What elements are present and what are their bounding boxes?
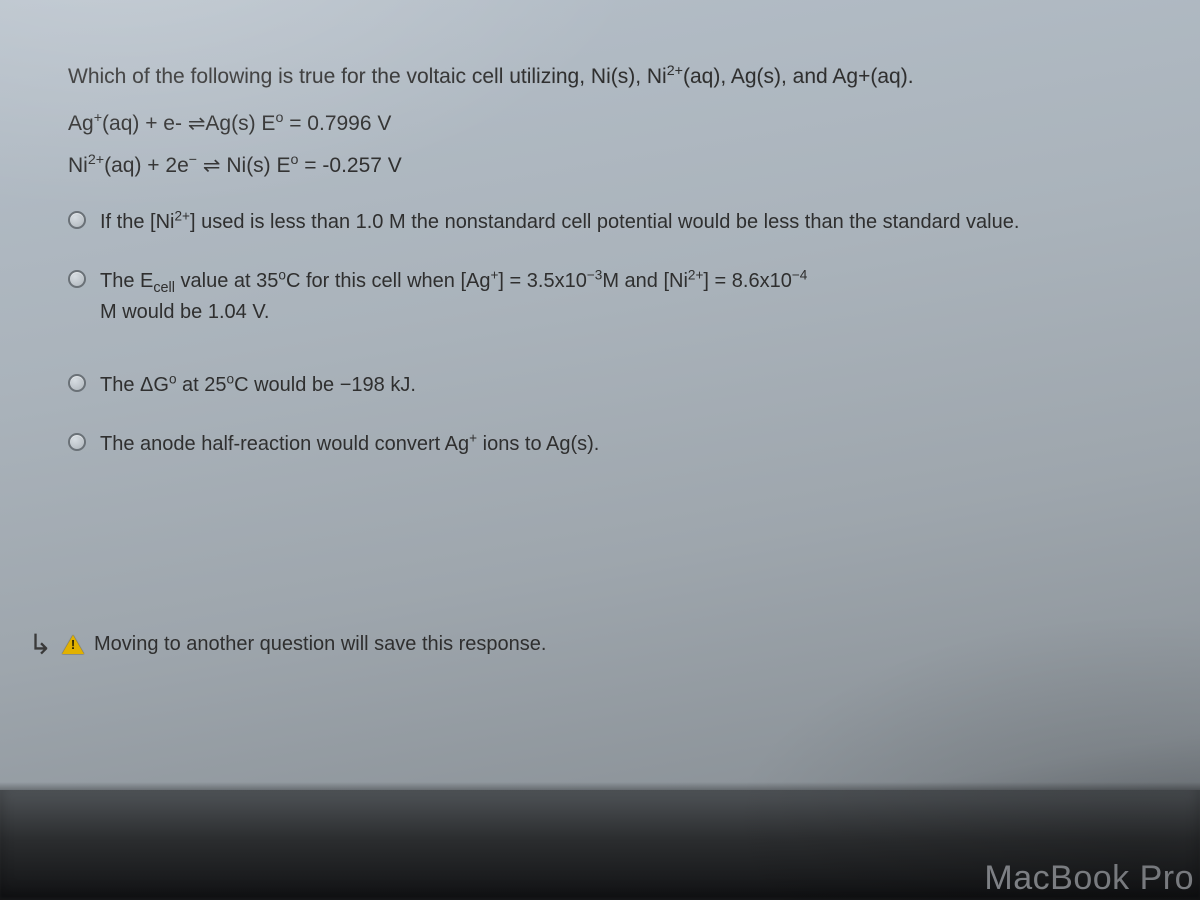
warning-triangle-icon (62, 635, 84, 654)
question-container: Which of the following is true for the v… (68, 62, 1180, 488)
return-arrow-icon: ↳ (0, 628, 52, 661)
option-a-text: If the [Ni2+] used is less than 1.0 M th… (100, 207, 1019, 238)
save-warning-text: Moving to another question will save thi… (94, 633, 546, 656)
half-reaction-ag: Ag+(aq) + e- ⇌Ag(s) Eo = 0.7996 V Ag+(aq… (68, 108, 1180, 140)
radio-icon[interactable] (68, 270, 86, 288)
options-group: If the [Ni2+] used is less than 1.0 M th… (68, 207, 1180, 460)
radio-icon[interactable] (68, 211, 86, 229)
option-c-text: The ΔGo at 25oC would be −198 kJ. The ΔG… (100, 370, 416, 401)
option-a[interactable]: If the [Ni2+] used is less than 1.0 M th… (68, 207, 1180, 238)
radio-icon[interactable] (68, 374, 86, 392)
macbook-label: MacBook Pro (984, 859, 1194, 898)
option-b-text: The Ecell value at 35oC for this cell wh… (100, 266, 807, 328)
option-d[interactable]: The anode half-reaction would convert Ag… (68, 429, 1180, 460)
radio-icon[interactable] (68, 433, 86, 451)
option-b[interactable]: The Ecell value at 35oC for this cell wh… (68, 266, 1180, 328)
option-c[interactable]: The ΔGo at 25oC would be −198 kJ. The ΔG… (68, 370, 1180, 401)
half-reaction-ni: Ni2+(aq) + 2e− ⇌ Ni(s) Eo = -0.257 V Ni2… (68, 150, 1180, 182)
save-warning-bar: ↳ Moving to another question will save t… (0, 628, 546, 661)
option-d-text: The anode half-reaction would convert Ag… (100, 429, 599, 460)
question-stem: Which of the following is true for the v… (68, 62, 1180, 92)
